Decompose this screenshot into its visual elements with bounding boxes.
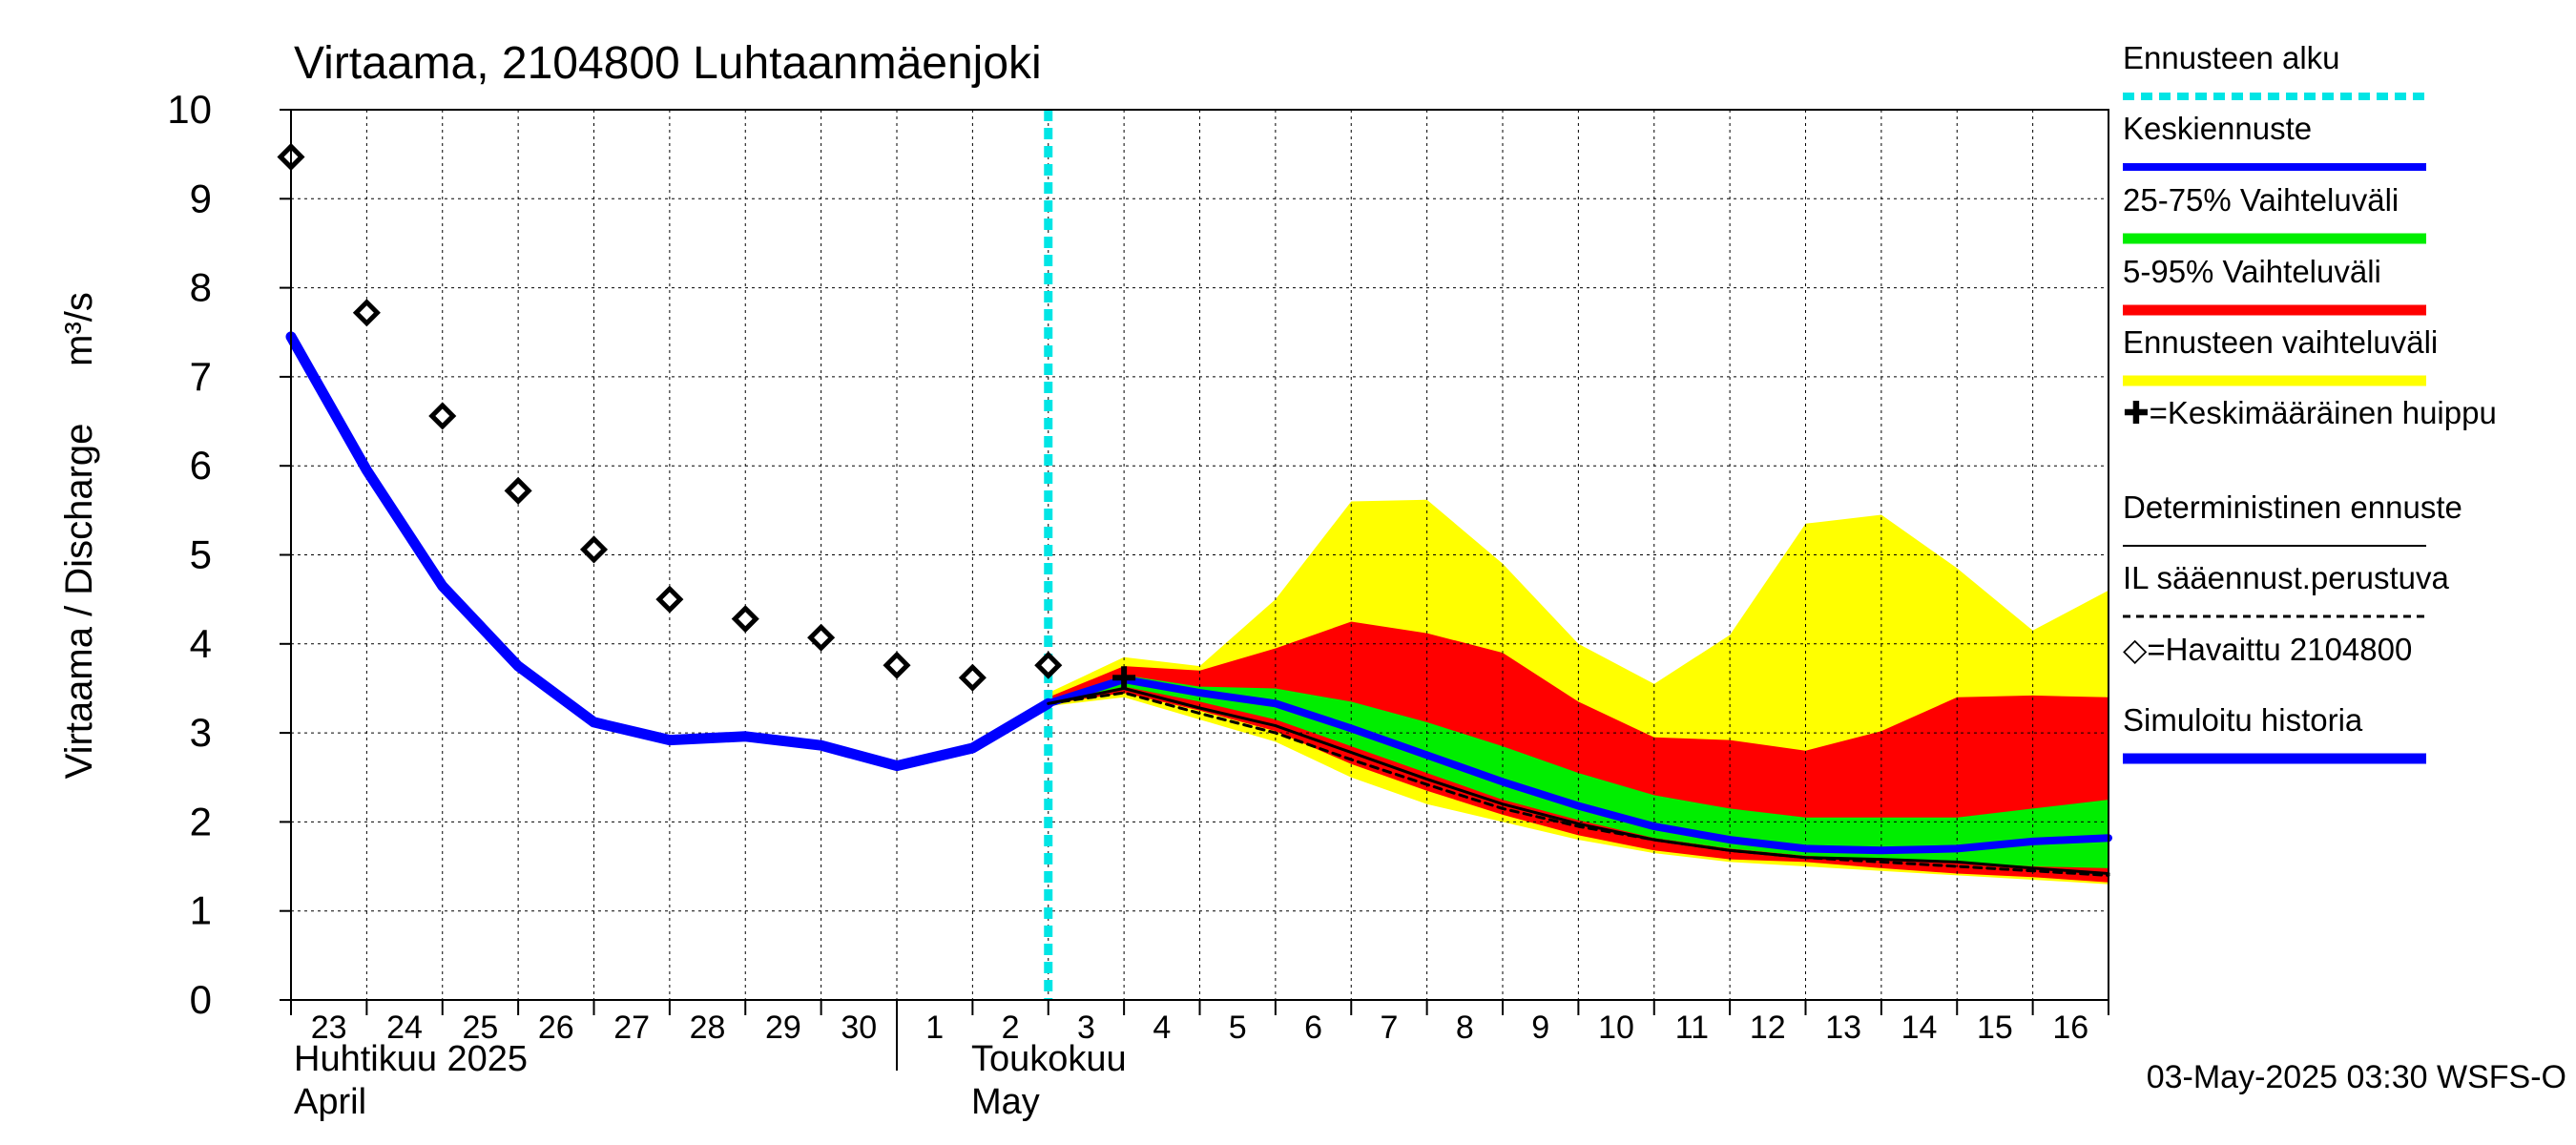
x-tick-label: 1 xyxy=(925,1010,944,1046)
x-tick-label: 14 xyxy=(1901,1010,1938,1046)
x-tick-label: 11 xyxy=(1675,1010,1709,1046)
observed-point xyxy=(883,651,911,679)
mean-peak-marker xyxy=(1112,666,1136,690)
x-tick-label: 25 xyxy=(463,1010,499,1046)
month-label: Huhtikuu 2025 xyxy=(294,1039,528,1079)
series-line-deterministinen-ennuste xyxy=(1047,687,2110,875)
chart-title: Virtaama, 2104800 Luhtaanmäenjoki xyxy=(294,38,1042,89)
legend-label-9: Simuloitu historia xyxy=(2123,702,2363,738)
band-25-75-vaihteluv-li xyxy=(1048,675,2109,868)
chart-grid xyxy=(291,109,2109,1000)
month-label-english: April xyxy=(294,1082,366,1122)
y-tick-label: 8 xyxy=(190,265,212,310)
observed-point xyxy=(504,476,532,505)
y-tick-label: 0 xyxy=(190,977,212,1022)
observed-point xyxy=(428,402,457,430)
y-axis-label: Virtaama / Discharge xyxy=(58,424,100,780)
x-tick-label: 28 xyxy=(690,1010,726,1046)
y-tick-label: 3 xyxy=(190,710,212,755)
month-label: Toukokuu xyxy=(971,1039,1127,1079)
footer-timestamp: 03-May-2025 03:30 WSFS-O xyxy=(2147,1059,2566,1095)
x-tick-label: 9 xyxy=(1531,1010,1549,1046)
x-tick-label: 5 xyxy=(1229,1010,1247,1046)
observed-point xyxy=(579,535,609,564)
x-tick-label: 12 xyxy=(1750,1010,1786,1046)
series-line-il-s-ennust-perustuva xyxy=(1047,691,2110,877)
observed-point xyxy=(807,623,836,652)
x-tick-label: 2 xyxy=(1002,1010,1020,1046)
x-tick-label: 10 xyxy=(1598,1010,1634,1046)
x-tick-label: 29 xyxy=(765,1010,801,1046)
x-tick-label: 7 xyxy=(1380,1010,1398,1046)
y-tick-label: 9 xyxy=(190,176,212,220)
observed-point xyxy=(958,663,987,692)
y-tick-label: 2 xyxy=(190,799,212,843)
x-tick-label: 30 xyxy=(841,1010,877,1046)
x-tick-label: 27 xyxy=(613,1010,650,1046)
x-tick-label: 13 xyxy=(1825,1010,1861,1046)
series-line-simuloitu-historia xyxy=(285,331,1054,772)
x-tick-label: 16 xyxy=(2052,1010,2088,1046)
x-tick-label: 15 xyxy=(1977,1010,2013,1046)
legend-label-7: IL sääennust.perustuva xyxy=(2123,560,2449,595)
legend-label-1: Keskiennuste xyxy=(2123,111,2312,146)
y-tick-label: 10 xyxy=(167,87,212,132)
y-tick-label: 7 xyxy=(190,354,212,399)
y-tick-label: 6 xyxy=(190,443,212,488)
observed-point xyxy=(655,585,684,614)
series-line-keskiennuste xyxy=(1044,676,2112,855)
legend-label-mean-peak: ✚=Keskimääräinen huippu xyxy=(2123,395,2497,430)
legend: Ennusteen alku Keskiennuste 25-75% Vaihtel… xyxy=(2123,40,2497,764)
y-tick-label: 5 xyxy=(190,532,212,577)
x-tick-label: 23 xyxy=(311,1010,347,1046)
x-tick-label: 6 xyxy=(1304,1010,1322,1046)
legend-label-2: 25-75% Vaihteluväli xyxy=(2123,182,2399,218)
legend-label-4: Ennusteen vaihteluväli xyxy=(2123,324,2438,360)
chart-series xyxy=(277,110,2112,1000)
x-tick-label: 24 xyxy=(386,1010,423,1046)
legend-label-3: 5-95% Vaihteluväli xyxy=(2123,254,2381,289)
y-tick-label: 1 xyxy=(190,888,212,933)
x-tick-label: 26 xyxy=(538,1010,574,1046)
month-label-english: May xyxy=(971,1082,1040,1122)
observed-point xyxy=(352,299,381,327)
legend-label-8: ◇=Havaittu 2104800 xyxy=(2123,632,2412,667)
x-tick-label: 4 xyxy=(1153,1010,1171,1046)
x-tick-label: 3 xyxy=(1077,1010,1095,1046)
legend-label-6: Deterministinen ennuste xyxy=(2123,489,2462,525)
observed-point xyxy=(731,605,759,634)
x-tick-label: 8 xyxy=(1456,1010,1474,1046)
y-axis-unit: m³/s xyxy=(58,292,100,366)
observed-point xyxy=(1034,651,1063,679)
legend-label-0: Ennusteen alku xyxy=(2123,40,2340,75)
y-tick-label: 4 xyxy=(190,621,212,666)
